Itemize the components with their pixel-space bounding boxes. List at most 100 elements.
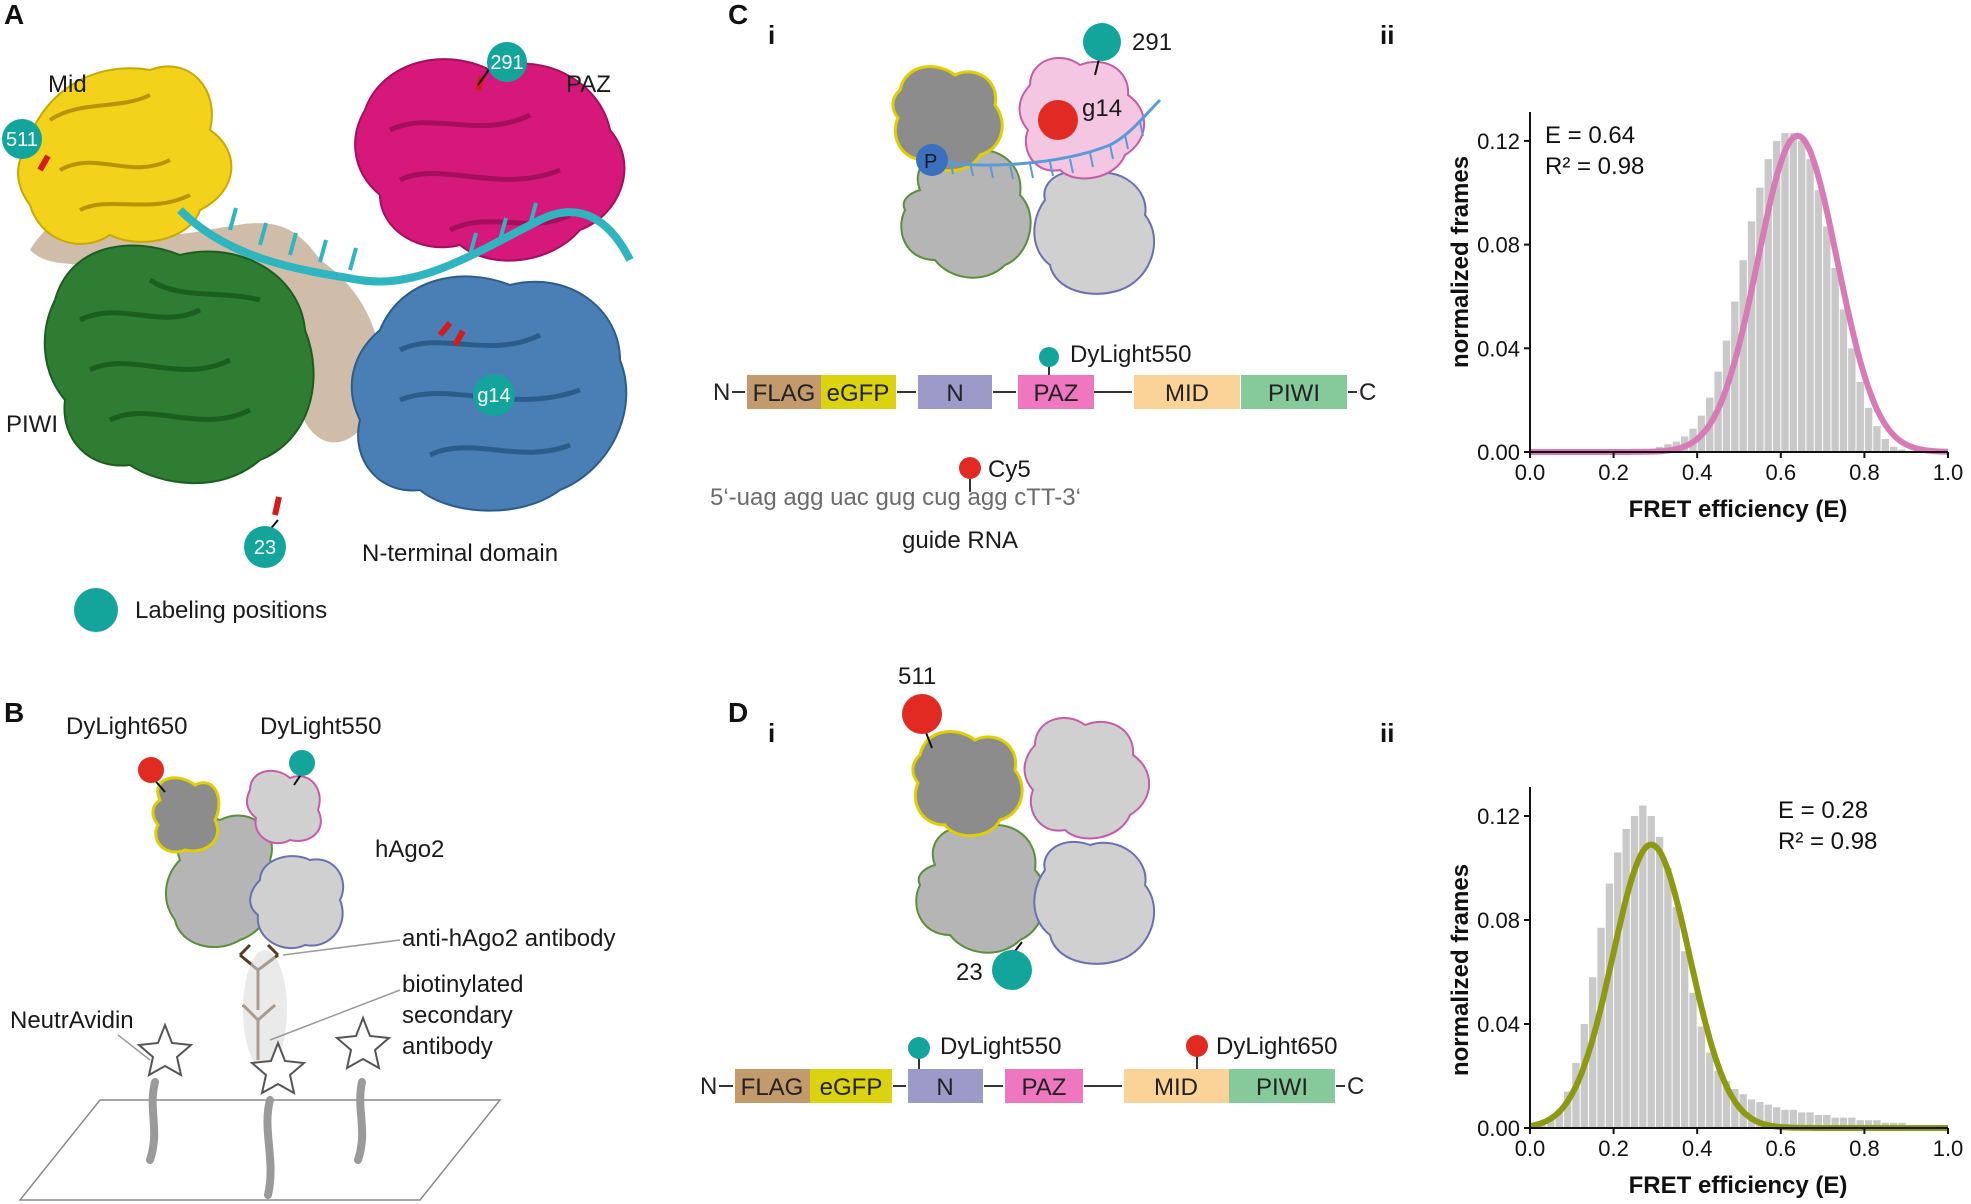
neutravidin-label: NeutrAvidin	[10, 1007, 134, 1034]
position-511-text: 511	[6, 129, 38, 151]
chart-d-bar	[1873, 1120, 1881, 1128]
chart-c-bar	[1739, 260, 1747, 452]
chart-d-bar	[1831, 1117, 1839, 1128]
panel-d: D i ii 511 23 N FLAG eGFP N PAZ	[700, 663, 1963, 1199]
c-guide-rna: Cy5 5‘-uag agg uac gug cug agg cTT-3‘ gu…	[710, 456, 1081, 554]
chart-c: normalized frames FRET efficiency (E) E …	[1447, 112, 1963, 523]
chart-c-bar	[1806, 159, 1814, 453]
chart-d-bar	[1589, 977, 1597, 1128]
c-schematic	[891, 23, 1162, 295]
c-domain-mid: MID	[1165, 380, 1209, 407]
chart-c-bar	[1831, 267, 1839, 452]
panel-d-letter: D	[728, 697, 748, 728]
position-marker-g14: g14	[473, 374, 515, 416]
c-pos-291: 291	[1132, 29, 1172, 56]
chart-d-bar	[1856, 1120, 1864, 1128]
chart-d-bar	[1764, 1104, 1772, 1128]
chart-d-bar	[1563, 1091, 1572, 1128]
c-pos-g14: g14	[1082, 95, 1122, 122]
c-guide-sequence: 5‘-uag agg uac gug cug agg cTT-3‘	[710, 484, 1081, 511]
chart-c-bar	[1881, 439, 1889, 452]
chart-d-bar	[1722, 1081, 1731, 1128]
chart-c-bar	[1839, 309, 1848, 452]
chart-d-y-tick-label: 0.00	[1477, 1116, 1520, 1141]
hago2-label: hAgo2	[375, 836, 444, 863]
chart-c-stat-r2: R² = 0.98	[1545, 153, 1644, 180]
d-domain-paz: PAZ	[1022, 1074, 1067, 1101]
chart-d-stat-r2: R² = 0.98	[1778, 828, 1877, 855]
chart-d-bar	[1597, 927, 1605, 1128]
chart-d-bar	[1697, 1026, 1706, 1128]
d-construct: N FLAG eGFP N PAZ MID PIWI C DyLight550 …	[700, 1033, 1364, 1103]
position-marker-23: 23	[244, 519, 286, 568]
chart-c-bar	[1731, 301, 1739, 452]
legend-label: Labeling positions	[135, 597, 327, 624]
chart-d-x-tick-label: 1.0	[1933, 1136, 1964, 1161]
chart-c-fit-curve	[1530, 132, 1949, 455]
chart-d-bar	[1731, 1089, 1739, 1128]
position-marker-291: 291	[477, 42, 527, 86]
d-n-terminus: N	[700, 1073, 717, 1100]
chart-d-bar	[1538, 1125, 1547, 1128]
panel-a-letter: A	[4, 0, 24, 30]
c-guide-label: guide RNA	[902, 527, 1018, 554]
chart-d-bar	[1647, 816, 1655, 1128]
chart-d-bar	[1672, 907, 1680, 1128]
chart-d-bar	[1823, 1115, 1831, 1128]
chart-d: normalized frames FRET efficiency (E) E …	[1447, 787, 1963, 1199]
chart-d-bar	[1547, 1120, 1555, 1128]
chart-d-bar	[1714, 1070, 1722, 1128]
dylight650-label: DyLight650	[66, 713, 187, 740]
chart-c-bar	[1747, 221, 1756, 452]
d-dylight550-label: DyLight550	[940, 1033, 1061, 1060]
chart-d-ylabel: normalized frames	[1447, 864, 1474, 1076]
labeling-legend: Labeling positions	[74, 588, 327, 632]
chart-c-bar	[1898, 449, 1906, 452]
structure-image	[17, 58, 634, 516]
c-dylight550-label: DyLight550	[1070, 341, 1191, 368]
neutravidin-stalks	[136, 1015, 392, 1199]
chart-d-xlabel: FRET efficiency (E)	[1629, 1172, 1848, 1199]
d-domain-piwi: PIWI	[1256, 1074, 1308, 1101]
hago2-schematic	[138, 750, 345, 950]
chart-d-stat-e: E = 0.28	[1778, 797, 1868, 824]
chart-d-x-tick-label: 0.4	[1682, 1136, 1713, 1161]
chart-d-bar	[1781, 1109, 1789, 1128]
chart-c-ylabel: normalized frames	[1447, 156, 1474, 368]
position-marker-511: 511	[2, 119, 42, 159]
chart-d-bar	[1814, 1115, 1823, 1128]
chart-d-bar	[1680, 951, 1689, 1128]
chart-d-bar	[1630, 816, 1639, 1128]
d-schematic	[902, 694, 1155, 990]
panel-b-letter: B	[4, 697, 24, 728]
chart-d-bar	[1798, 1112, 1806, 1128]
chart-c-x-tick-label: 0.6	[1766, 460, 1797, 485]
d-pos-23: 23	[956, 959, 983, 986]
c-construct: N FLAG eGFP N PAZ MID PIWI C DyLight550	[713, 341, 1376, 409]
chart-c-bar	[1848, 348, 1856, 452]
chart-c-x-tick-label: 0.4	[1682, 460, 1713, 485]
c-domain-egfp: eGFP	[827, 380, 890, 407]
chart-c-x-tick-label: 0.8	[1849, 460, 1880, 485]
position-g14-text: g14	[477, 385, 510, 407]
chart-d-y-tick-label: 0.12	[1477, 804, 1520, 829]
chart-d-bar	[1555, 1109, 1563, 1128]
chart-c-bar	[1889, 446, 1898, 452]
chart-c-x-tick-label: 0.2	[1598, 460, 1629, 485]
chart-d-bar	[1572, 1063, 1580, 1128]
chart-d-bar	[1664, 868, 1672, 1128]
c-cy5-label: Cy5	[988, 456, 1031, 483]
panel-c: C i ii 291 g14 P N FLAG eGFP	[710, 0, 1963, 554]
chart-d-bar	[1706, 1052, 1714, 1128]
chart-c-x-tick-label: 1.0	[1933, 460, 1964, 485]
chart-c-bar	[1772, 140, 1781, 452]
chart-c-bar	[1814, 190, 1823, 452]
piwi-label: PIWI	[6, 411, 58, 438]
mid-label: Mid	[48, 71, 87, 98]
c-domain-paz: PAZ	[1034, 380, 1079, 407]
antibody-label: anti-hAgo2 antibody	[402, 925, 616, 952]
c-domain-n: N	[946, 380, 963, 407]
panel-c-letter: C	[728, 0, 748, 30]
chart-d-x-tick-label: 0.6	[1766, 1136, 1797, 1161]
